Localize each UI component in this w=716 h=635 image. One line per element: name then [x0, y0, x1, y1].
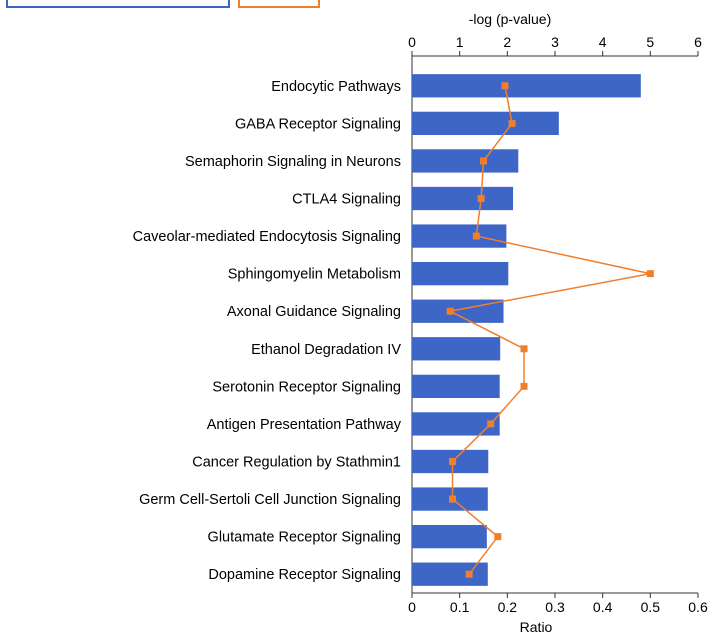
category-label: Glutamate Receptor Signaling [208, 530, 401, 546]
top-axis-tick-label: 1 [456, 34, 464, 50]
ratio-point [449, 458, 457, 465]
category-label: Cancer Regulation by Stathmin1 [192, 455, 401, 471]
ratio-point [487, 420, 495, 428]
top-axis-tick-label: 2 [503, 34, 511, 50]
ratio-point [477, 195, 485, 202]
bar [412, 111, 559, 136]
top-axis-label: -log (p-value) [469, 11, 551, 27]
bottom-axis-tick-label: 0.4 [593, 599, 613, 615]
bar [412, 74, 641, 98]
category-label: GABA Receptor Signaling [235, 116, 401, 132]
ratio-point [520, 345, 528, 353]
bar [412, 412, 500, 436]
bottom-axis-tick-label: 0.3 [545, 599, 565, 615]
category-label: Germ Cell-Sertoli Cell Junction Signalin… [139, 492, 401, 508]
category-label: Caveolar-mediated Endocytosis Signaling [133, 229, 401, 245]
bar [412, 337, 501, 361]
top-axis-tick-label: 6 [694, 34, 702, 50]
bar [412, 224, 507, 248]
ratio-line [447, 85, 651, 575]
bar [412, 261, 509, 286]
ratio-point [472, 232, 480, 240]
bottom-axis-tick-label: 0.6 [688, 599, 708, 615]
category-label: Semaphorin Signaling in Neurons [185, 154, 401, 170]
category-label: Antigen Presentation Pathway [207, 417, 402, 433]
bar [412, 524, 487, 549]
ratio-point [449, 495, 457, 503]
top-axis-tick-label: 5 [646, 34, 654, 50]
ratio-point [494, 533, 502, 541]
bar [412, 149, 519, 173]
ratio-point [480, 157, 487, 165]
bar [412, 374, 500, 399]
category-label: Dopamine Receptor Signaling [208, 567, 401, 583]
top-axis-tick-label: 3 [551, 34, 559, 50]
top-axis-tick-label: 4 [599, 34, 607, 50]
ratio-point [520, 382, 528, 390]
legend-item-bars [6, 0, 230, 8]
category-label: Axonal Guidance Signaling [227, 304, 401, 320]
category-label: Serotonin Receptor Signaling [212, 379, 401, 395]
category-label: Sphingomyelin Metabolism [228, 267, 401, 283]
legend-item-ratio [238, 0, 320, 8]
bottom-axis-label: Ratio [520, 619, 553, 635]
ratio-point [508, 119, 516, 127]
bar [412, 186, 514, 211]
bar [412, 562, 488, 586]
top-axis-tick-label: 0 [408, 34, 416, 50]
ratio-point [501, 82, 509, 90]
ratio-point [465, 570, 473, 578]
category-label: Endocytic Pathways [271, 79, 401, 95]
category-label: CTLA4 Signaling [292, 192, 401, 208]
ratio-point [446, 307, 454, 315]
bottom-axis-tick-label: 0.2 [498, 599, 518, 615]
bottom-axis-tick-label: 0.5 [641, 599, 661, 615]
category-label: Ethanol Degradation IV [251, 342, 401, 358]
bottom-axis-tick-label: 0 [408, 599, 416, 615]
ratio-point [646, 270, 654, 278]
bottom-axis-tick-label: 0.1 [450, 599, 470, 615]
